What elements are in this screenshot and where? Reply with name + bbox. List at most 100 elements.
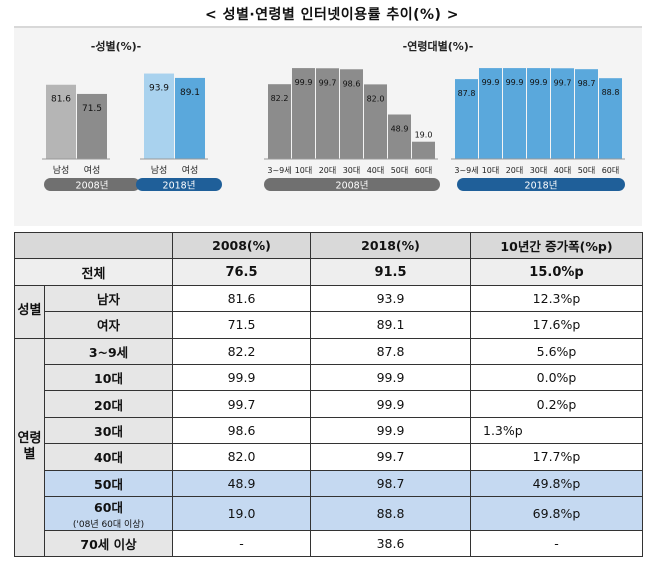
cell-age-40s-2018: 99.7 xyxy=(310,443,471,471)
table-row-age-50s: 50대 48.9 98.7 49.8%p xyxy=(15,469,643,497)
cell-age-10s-2018: 99.9 xyxy=(310,363,471,392)
cell-age-30s-2018: 99.9 xyxy=(310,416,471,445)
bar-age-2008-2 xyxy=(316,68,339,159)
cell-age-50s-2018: 98.7 xyxy=(310,469,471,497)
table-row-age-70plus: 70세 이상 - 38.6 - xyxy=(15,529,643,558)
row-label-female: 여자 xyxy=(44,311,173,339)
cell-male-2008: 81.6 xyxy=(172,284,311,313)
cell-age-3-9-2018: 87.8 xyxy=(310,337,471,365)
chart-title-gender: -성별(%)- xyxy=(91,39,141,53)
bar-value-age-2008-5: 48.9 xyxy=(391,125,409,134)
bar-value-gender-2018-0: 93.9 xyxy=(149,84,169,94)
cell-age-70plus-2018: 38.6 xyxy=(310,529,471,558)
year-label-age-2018: 2018년 xyxy=(525,181,558,192)
cell-female-inc: 17.6%p xyxy=(470,311,643,339)
cell-age-50s-inc: 49.8%p xyxy=(470,469,643,497)
cell-age-3-9-2008: 82.2 xyxy=(172,337,311,365)
bar-value-age-2018-3: 99.9 xyxy=(530,78,548,87)
charts-svg: -성별(%)- -연령대별(%)- 81.6 남성 71.5 여성 2008년 93.9 남성 8… xyxy=(42,39,625,192)
year-label-gender-2008: 2008년 xyxy=(76,181,109,192)
bar-value-age-2008-0: 82.2 xyxy=(271,94,289,103)
cell-male-2018: 93.9 xyxy=(310,284,471,313)
year-pill-age-2008 xyxy=(264,178,440,191)
bar-age-2018-6 xyxy=(599,78,622,159)
cell-total-2008: 76.5 xyxy=(172,258,311,286)
bar-age-2008-1 xyxy=(292,68,315,159)
chart-panel: -성별(%)- -연령대별(%)- 81.6 남성 71.5 여성 2008년 93.9 남성 8… xyxy=(14,26,642,226)
bar-value-age-2018-2: 99.9 xyxy=(506,78,524,87)
bar-value-age-2018-5: 98.7 xyxy=(578,79,596,88)
bar-gender-2008-1 xyxy=(77,93,107,159)
tick-label-age-2008-5: 50대 xyxy=(391,166,409,175)
tick-label-age-2008-3: 30대 xyxy=(343,166,361,175)
table-row-age-60s: 60대 ('08년 60대 이상) 19.0 88.8 69.8%p xyxy=(15,495,643,531)
table-row-total: 전체 76.5 91.5 15.0%p xyxy=(14,258,643,286)
cell-age-70plus-2008: - xyxy=(172,529,311,558)
row-label-age-60s-note: ('08년 60대 이상) xyxy=(72,519,145,530)
tick-label-age-2018-4: 40대 xyxy=(554,166,572,175)
header-2018: 2018(%) xyxy=(310,231,471,260)
bar-age-2008-6 xyxy=(412,141,435,159)
page-title: < 성별·연령별 인터넷이용률 추이(%) > xyxy=(204,7,460,23)
header-2008: 2008(%) xyxy=(172,231,311,260)
cell-age-20s-inc: 0.2%p xyxy=(470,390,643,418)
bar-age-2018-2 xyxy=(503,68,526,159)
tick-label-age-2018-5: 50대 xyxy=(578,166,596,175)
cell-age-30s-inc: 1.3%p xyxy=(470,416,643,445)
row-label-age-3-9: 3~9세 xyxy=(44,337,173,365)
cell-total-inc: 15.0%p xyxy=(470,258,643,286)
bar-age-2018-0 xyxy=(455,79,478,159)
cell-female-2018: 89.1 xyxy=(310,311,471,339)
cell-total-2018: 91.5 xyxy=(310,258,471,286)
bar-age-2008-0 xyxy=(268,84,291,159)
bar-age-2008-3 xyxy=(340,69,363,159)
row-label-age-70plus: 70세 이상 xyxy=(44,529,173,558)
bar-value-gender-2008-0: 81.6 xyxy=(51,95,71,105)
tick-label-gender-2018-1: 여성 xyxy=(182,164,199,176)
cell-age-60s-2018: 88.8 xyxy=(310,495,471,531)
group-label-age-line2: 별 xyxy=(23,447,36,463)
row-label-age-10s: 10대 xyxy=(44,363,173,392)
tick-label-gender-2018-0: 남성 xyxy=(151,165,168,176)
tick-label-age-2018-3: 30대 xyxy=(530,166,548,175)
bar-age-2008-4 xyxy=(364,84,387,159)
cell-age-30s-2008: 98.6 xyxy=(172,416,311,445)
year-pill-gender-2008 xyxy=(44,178,140,191)
row-label-total: 전체 xyxy=(14,258,173,286)
tick-label-age-2018-6: 60대 xyxy=(602,166,620,175)
cell-age-40s-2008: 82.0 xyxy=(172,443,311,471)
bar-value-age-2008-2: 99.7 xyxy=(319,78,337,87)
row-label-age-30s: 30대 xyxy=(44,416,173,445)
table-row-age-10s: 10대 99.9 99.9 0.0%p xyxy=(15,363,643,392)
bar-value-age-2018-0: 87.8 xyxy=(458,89,476,98)
cell-age-20s-2008: 99.7 xyxy=(172,390,311,418)
row-label-age-60s-main: 60대 xyxy=(94,499,123,515)
bar-value-age-2018-4: 99.7 xyxy=(554,78,572,87)
bar-value-age-2008-1: 99.9 xyxy=(295,78,313,87)
bar-age-2018-1 xyxy=(479,68,502,159)
cell-age-20s-2018: 99.9 xyxy=(310,390,471,418)
tick-label-age-2008-6: 60대 xyxy=(415,166,433,175)
bar-value-age-2018-6: 88.8 xyxy=(602,88,620,97)
tick-label-age-2018-1: 10대 xyxy=(482,166,500,175)
bar-age-2008-5 xyxy=(388,114,411,159)
bar-gender-2018-0 xyxy=(144,73,174,159)
year-pill-age-2018 xyxy=(457,178,625,191)
group-label-age: 연령 별 xyxy=(14,337,45,558)
bar-gender-2018-1 xyxy=(175,77,205,159)
bar-value-age-2018-1: 99.9 xyxy=(482,78,500,87)
tick-label-age-2008-2: 20대 xyxy=(319,166,337,175)
bar-age-2018-4 xyxy=(551,68,574,159)
cell-male-inc: 12.3%p xyxy=(470,284,643,313)
bar-value-age-2008-3: 98.6 xyxy=(343,79,361,88)
tick-label-age-2008-1: 10대 xyxy=(295,166,313,175)
tick-label-age-2018-0: 3~9세 xyxy=(454,166,478,175)
row-label-male: 남자 xyxy=(44,284,173,313)
cell-age-40s-inc: 17.7%p xyxy=(470,443,643,471)
tick-label-gender-2008-0: 남성 xyxy=(53,165,70,176)
header-increase: 10년간 증가폭(%p) xyxy=(470,231,643,260)
table-corner-cell xyxy=(14,231,173,260)
bar-value-gender-2008-1: 71.5 xyxy=(82,104,102,114)
bar-age-2018-3 xyxy=(527,68,550,159)
group-label-age-line1: 연령 xyxy=(17,430,42,446)
